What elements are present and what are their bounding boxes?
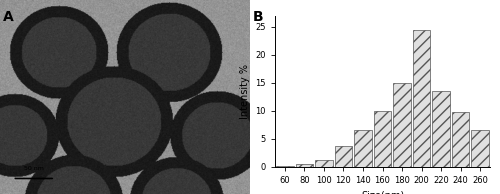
Bar bbox=[452, 112, 469, 167]
Bar bbox=[315, 160, 332, 167]
Bar bbox=[276, 166, 293, 167]
Text: B: B bbox=[252, 10, 263, 24]
Bar bbox=[432, 91, 450, 167]
Text: 50 nm: 50 nm bbox=[24, 166, 44, 171]
Bar bbox=[472, 130, 489, 167]
Bar bbox=[354, 130, 372, 167]
X-axis label: Size(nm): Size(nm) bbox=[361, 191, 404, 194]
Bar bbox=[374, 111, 392, 167]
Y-axis label: Intensity %: Intensity % bbox=[240, 64, 250, 119]
Bar bbox=[296, 164, 313, 167]
Bar bbox=[334, 146, 352, 167]
Text: A: A bbox=[2, 10, 13, 24]
Bar bbox=[413, 29, 430, 167]
Bar bbox=[393, 83, 411, 167]
